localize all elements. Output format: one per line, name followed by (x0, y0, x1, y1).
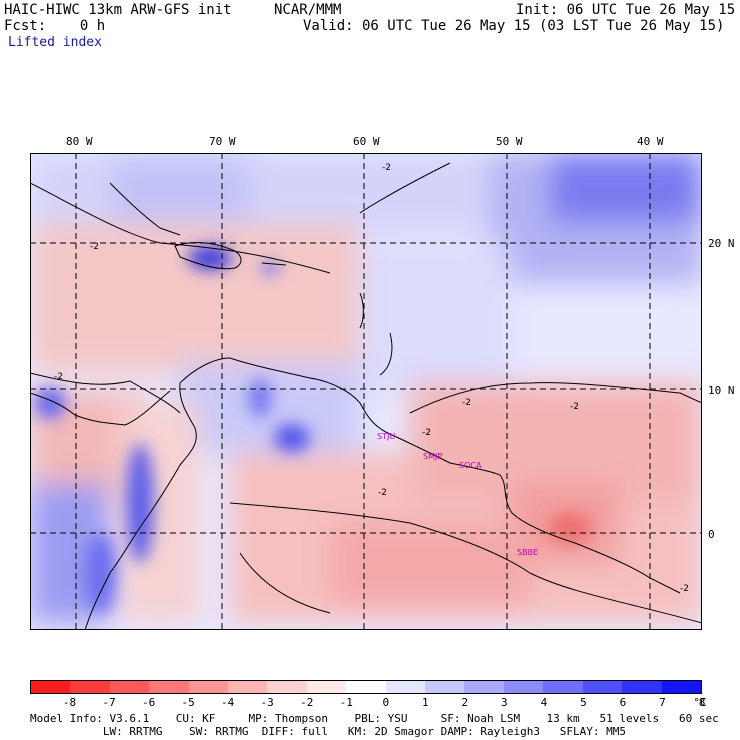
colorbar-swatch (306, 681, 347, 693)
colorbar-swatch (425, 681, 465, 693)
station-soca: SOCA (459, 461, 482, 470)
lon-label-80w: 80 W (66, 135, 93, 148)
org-label: NCAR/MMM (274, 2, 342, 18)
colorbar-swatch (464, 681, 504, 693)
colorbar-swatch (70, 681, 110, 693)
station-markers: STJU SMJP SOCA SBBE (377, 432, 538, 557)
colorbar-swatch (661, 681, 701, 693)
lon-label-50w: 50 W (496, 135, 523, 148)
colorbar-tick-label: 0 (382, 696, 390, 709)
model-title: HAIC-HIWC 13km ARW-GFS init (4, 2, 232, 18)
colorbar-tick-label: 7 (659, 696, 666, 709)
station-stju: STJU (377, 432, 395, 441)
contour-label: -2 (378, 488, 387, 498)
contour-label: -2 (422, 428, 431, 438)
colorbar-tick-label: 3 (501, 696, 508, 709)
colorbar-tick-label: -1 (339, 696, 353, 709)
colorbar-swatch (267, 681, 307, 693)
colorbar-tick-label: 4 (540, 696, 548, 709)
map-frame (30, 153, 702, 630)
forecast-hour: Fcst: 0 h (4, 18, 106, 34)
contour-labels: -2 -2 -2 -2 -2 -2 -2 -2 (54, 163, 689, 594)
contour-label: -2 (462, 398, 471, 408)
model-info-line1: Model Info: V3.6.1 CU: KF MP: Thompson P… (30, 712, 719, 725)
colorbar-swatch (622, 681, 662, 693)
colorbar-tick-label: -3 (260, 696, 274, 709)
lat-label-10n: 10 N (708, 384, 735, 397)
colorbar-tick-label: 6 (619, 696, 627, 709)
lon-label-60w: 60 W (353, 135, 380, 148)
lat-lon-grid (30, 153, 702, 630)
field-features (34, 246, 592, 613)
station-smjp: SMJP (423, 452, 442, 461)
colorbar-tick-label: -8 (62, 696, 77, 709)
colorbar-swatch (109, 681, 150, 693)
lat-label-20n: 20 N (708, 237, 735, 250)
colorbar-tick-label: -6 (141, 696, 156, 709)
colorbar-swatch (582, 681, 623, 693)
lon-label-70w: 70 W (209, 135, 236, 148)
colorbar-tick-label: -5 (181, 696, 195, 709)
colorbar-tick-label: 8 (698, 696, 706, 709)
colorbar-swatch (385, 681, 426, 693)
colorbar-tick-label: -2 (300, 696, 314, 709)
colorbar-swatch (31, 681, 71, 693)
colorbar-swatch (188, 681, 229, 693)
contour-label: -2 (90, 242, 99, 252)
colorbar-swatch (543, 681, 583, 693)
colorbar-tick-label: 1 (421, 696, 429, 709)
lon-label-40w: 40 W (637, 135, 664, 148)
valid-time: Valid: 06 UTC Tue 26 May 15 (03 LST Tue … (303, 18, 725, 34)
colorbar-swatch (346, 681, 386, 693)
model-info-line2: LW: RRTMG SW: RRTMG DIFF: full KM: 2D Sm… (30, 725, 627, 738)
colorbar-tick-label: -4 (221, 696, 235, 709)
field-shading (30, 153, 702, 623)
station-sbbe: SBBE (517, 548, 538, 557)
colorbar (30, 680, 702, 694)
lifted-index-map: -2 -2 -2 -2 -2 -2 -2 -2 STJU SMJP SOCA S… (30, 153, 702, 630)
contour-label: -2 (570, 402, 579, 412)
field-name: Lifted index (8, 35, 102, 50)
init-time: Init: 06 UTC Tue 26 May 15 (516, 2, 736, 18)
colorbar-tick-label: 5 (580, 696, 587, 709)
contour-label: -2 (54, 372, 63, 382)
colorbar-swatch (503, 681, 544, 693)
colorbar-swatch (228, 681, 268, 693)
colorbar-tick-label: °C (693, 696, 707, 709)
contour-label: -2 (382, 163, 391, 173)
colorbar-swatch (149, 681, 189, 693)
colorbar-tick-label: 2 (461, 696, 469, 709)
contour-label: -2 (680, 584, 689, 594)
lat-label-0: 0 (708, 528, 715, 541)
colorbar-tick-label: -7 (102, 696, 116, 709)
